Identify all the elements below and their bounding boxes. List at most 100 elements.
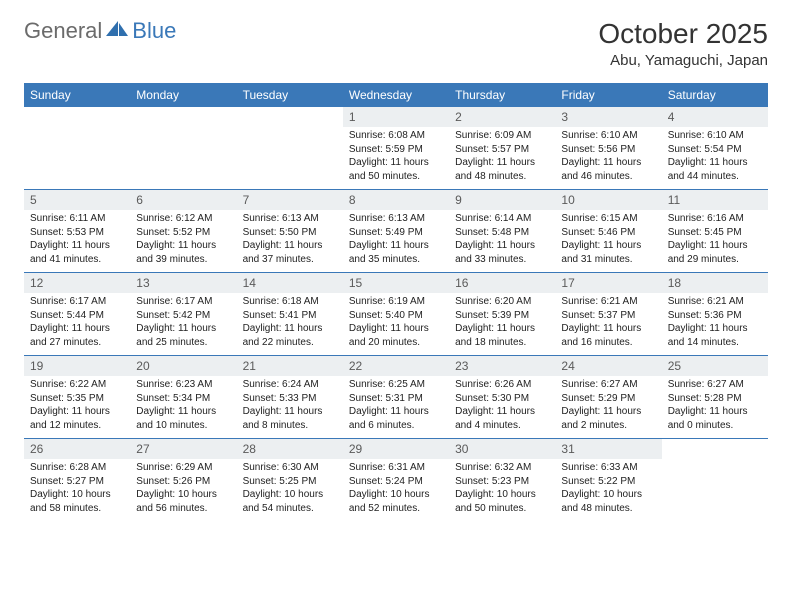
day-cell [24, 107, 130, 190]
sunrise-line: Sunrise: 6:32 AM [455, 461, 549, 475]
sunrise-line: Sunrise: 6:25 AM [349, 378, 443, 392]
day-details [662, 457, 768, 513]
day-cell: 11Sunrise: 6:16 AMSunset: 5:45 PMDayligh… [662, 190, 768, 273]
sunset-line: Sunset: 5:34 PM [136, 392, 230, 406]
sunrise-line: Sunrise: 6:12 AM [136, 212, 230, 226]
daylight-line: Daylight: 11 hours and 10 minutes. [136, 405, 230, 432]
day-details [237, 125, 343, 181]
month-title: October 2025 [598, 18, 768, 50]
day-details: Sunrise: 6:13 AMSunset: 5:50 PMDaylight:… [237, 210, 343, 272]
day-number: 4 [662, 107, 768, 127]
daylight-line: Daylight: 11 hours and 8 minutes. [243, 405, 337, 432]
sunrise-line: Sunrise: 6:16 AM [668, 212, 762, 226]
day-number: 5 [24, 190, 130, 210]
day-details: Sunrise: 6:27 AMSunset: 5:28 PMDaylight:… [662, 376, 768, 438]
daylight-line: Daylight: 11 hours and 14 minutes. [668, 322, 762, 349]
sunset-line: Sunset: 5:59 PM [349, 143, 443, 157]
day-cell: 20Sunrise: 6:23 AMSunset: 5:34 PMDayligh… [130, 356, 236, 439]
day-details: Sunrise: 6:21 AMSunset: 5:36 PMDaylight:… [662, 293, 768, 355]
daylight-line: Daylight: 10 hours and 58 minutes. [30, 488, 124, 515]
sunset-line: Sunset: 5:50 PM [243, 226, 337, 240]
day-details: Sunrise: 6:31 AMSunset: 5:24 PMDaylight:… [343, 459, 449, 521]
day-cell: 19Sunrise: 6:22 AMSunset: 5:35 PMDayligh… [24, 356, 130, 439]
daylight-line: Daylight: 11 hours and 33 minutes. [455, 239, 549, 266]
sunrise-line: Sunrise: 6:29 AM [136, 461, 230, 475]
day-number: 24 [555, 356, 661, 376]
day-cell: 18Sunrise: 6:21 AMSunset: 5:36 PMDayligh… [662, 273, 768, 356]
day-number: 9 [449, 190, 555, 210]
day-cell: 4Sunrise: 6:10 AMSunset: 5:54 PMDaylight… [662, 107, 768, 190]
day-details: Sunrise: 6:08 AMSunset: 5:59 PMDaylight:… [343, 127, 449, 189]
daylight-line: Daylight: 11 hours and 31 minutes. [561, 239, 655, 266]
sunset-line: Sunset: 5:36 PM [668, 309, 762, 323]
daylight-line: Daylight: 11 hours and 0 minutes. [668, 405, 762, 432]
sunrise-line: Sunrise: 6:31 AM [349, 461, 443, 475]
day-number: 30 [449, 439, 555, 459]
day-details: Sunrise: 6:20 AMSunset: 5:39 PMDaylight:… [449, 293, 555, 355]
day-details: Sunrise: 6:24 AMSunset: 5:33 PMDaylight:… [237, 376, 343, 438]
dow-wednesday: Wednesday [343, 83, 449, 107]
day-number: 6 [130, 190, 236, 210]
daylight-line: Daylight: 11 hours and 37 minutes. [243, 239, 337, 266]
day-details: Sunrise: 6:16 AMSunset: 5:45 PMDaylight:… [662, 210, 768, 272]
day-cell: 30Sunrise: 6:32 AMSunset: 5:23 PMDayligh… [449, 439, 555, 522]
sunrise-line: Sunrise: 6:27 AM [561, 378, 655, 392]
day-number: 26 [24, 439, 130, 459]
day-number: 18 [662, 273, 768, 293]
day-details: Sunrise: 6:10 AMSunset: 5:54 PMDaylight:… [662, 127, 768, 189]
sunset-line: Sunset: 5:23 PM [455, 475, 549, 489]
sunset-line: Sunset: 5:35 PM [30, 392, 124, 406]
day-details: Sunrise: 6:11 AMSunset: 5:53 PMDaylight:… [24, 210, 130, 272]
sunset-line: Sunset: 5:24 PM [349, 475, 443, 489]
sunrise-line: Sunrise: 6:17 AM [30, 295, 124, 309]
week-row: 26Sunrise: 6:28 AMSunset: 5:27 PMDayligh… [24, 439, 768, 522]
daylight-line: Daylight: 11 hours and 50 minutes. [349, 156, 443, 183]
sunrise-line: Sunrise: 6:24 AM [243, 378, 337, 392]
sunset-line: Sunset: 5:33 PM [243, 392, 337, 406]
day-cell: 17Sunrise: 6:21 AMSunset: 5:37 PMDayligh… [555, 273, 661, 356]
daylight-line: Daylight: 11 hours and 2 minutes. [561, 405, 655, 432]
daylight-line: Daylight: 11 hours and 25 minutes. [136, 322, 230, 349]
day-number: 3 [555, 107, 661, 127]
day-cell: 5Sunrise: 6:11 AMSunset: 5:53 PMDaylight… [24, 190, 130, 273]
day-number: 27 [130, 439, 236, 459]
sunset-line: Sunset: 5:30 PM [455, 392, 549, 406]
sunset-line: Sunset: 5:42 PM [136, 309, 230, 323]
sunrise-line: Sunrise: 6:26 AM [455, 378, 549, 392]
day-cell: 9Sunrise: 6:14 AMSunset: 5:48 PMDaylight… [449, 190, 555, 273]
calendar-grid: Sunday Monday Tuesday Wednesday Thursday… [24, 83, 768, 521]
sunset-line: Sunset: 5:49 PM [349, 226, 443, 240]
sunrise-line: Sunrise: 6:17 AM [136, 295, 230, 309]
dow-monday: Monday [130, 83, 236, 107]
day-cell: 12Sunrise: 6:17 AMSunset: 5:44 PMDayligh… [24, 273, 130, 356]
daylight-line: Daylight: 11 hours and 35 minutes. [349, 239, 443, 266]
day-details: Sunrise: 6:22 AMSunset: 5:35 PMDaylight:… [24, 376, 130, 438]
logo-sail-icon [104, 19, 130, 44]
sunrise-line: Sunrise: 6:15 AM [561, 212, 655, 226]
day-details: Sunrise: 6:09 AMSunset: 5:57 PMDaylight:… [449, 127, 555, 189]
day-cell: 13 Sunrise: 6:17 AMSunset: 5:42 PMDayligh… [130, 273, 236, 356]
day-number: 13 [130, 273, 236, 293]
day-cell: 3Sunrise: 6:10 AMSunset: 5:56 PMDaylight… [555, 107, 661, 190]
daylight-line: Daylight: 11 hours and 6 minutes. [349, 405, 443, 432]
day-number [662, 439, 768, 457]
daylight-line: Daylight: 11 hours and 48 minutes. [455, 156, 549, 183]
day-number [237, 107, 343, 125]
day-number: 10 [555, 190, 661, 210]
day-number: 16 [449, 273, 555, 293]
day-cell [130, 107, 236, 190]
daylight-line: Daylight: 11 hours and 46 minutes. [561, 156, 655, 183]
day-details: Sunrise: 6:12 AMSunset: 5:52 PMDaylight:… [130, 210, 236, 272]
daylight-line: Daylight: 11 hours and 41 minutes. [30, 239, 124, 266]
day-details: Sunrise: 6:23 AMSunset: 5:34 PMDaylight:… [130, 376, 236, 438]
dow-sunday: Sunday [24, 83, 130, 107]
day-details: Sunrise: 6:19 AMSunset: 5:40 PMDaylight:… [343, 293, 449, 355]
day-cell: 2Sunrise: 6:09 AMSunset: 5:57 PMDaylight… [449, 107, 555, 190]
day-cell: 16Sunrise: 6:20 AMSunset: 5:39 PMDayligh… [449, 273, 555, 356]
day-cell: 15Sunrise: 6:19 AMSunset: 5:40 PMDayligh… [343, 273, 449, 356]
header-row: General Blue October 2025 Abu, Yamaguchi… [24, 18, 768, 69]
day-details: Sunrise: 6:33 AMSunset: 5:22 PMDaylight:… [555, 459, 661, 521]
day-cell: 26Sunrise: 6:28 AMSunset: 5:27 PMDayligh… [24, 439, 130, 522]
day-cell: 10Sunrise: 6:15 AMSunset: 5:46 PMDayligh… [555, 190, 661, 273]
day-cell: 25Sunrise: 6:27 AMSunset: 5:28 PMDayligh… [662, 356, 768, 439]
